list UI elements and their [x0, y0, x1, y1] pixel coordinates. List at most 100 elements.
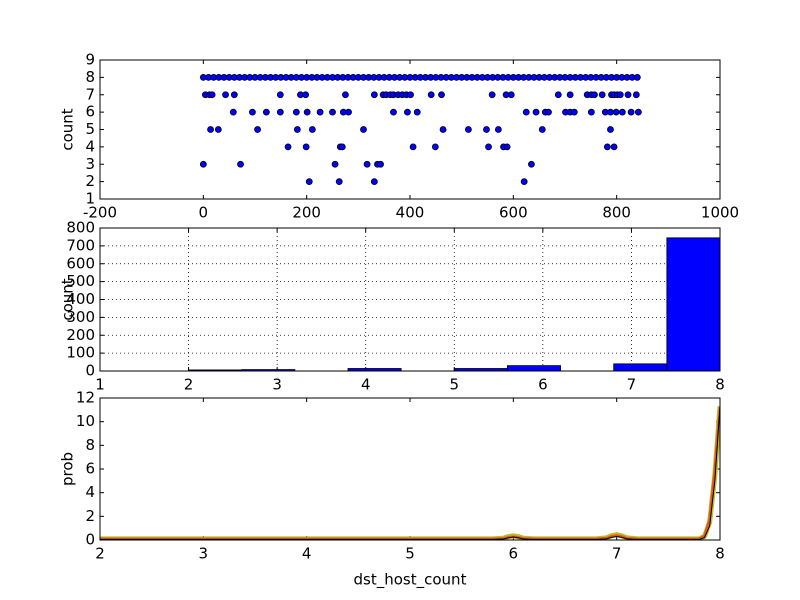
x-tick-label: 3 [199, 545, 209, 563]
point [342, 91, 349, 99]
y-tick-label: 100 [66, 344, 95, 362]
x-tick-label: 400 [396, 204, 425, 222]
x-tick-label: 0 [199, 204, 209, 222]
marks [188, 237, 720, 371]
point [390, 108, 397, 116]
y-tick-label: 800 [66, 219, 95, 237]
point [214, 126, 222, 133]
point [607, 126, 614, 133]
y-tick-label: 400 [66, 290, 95, 308]
point [404, 108, 411, 116]
bar [613, 363, 668, 371]
point [363, 160, 371, 168]
point [207, 126, 214, 133]
x-tick-label: 5 [450, 376, 460, 394]
y-tick-label: 600 [66, 254, 95, 272]
point [612, 108, 620, 116]
point [199, 160, 207, 168]
y-tick-label: 4 [85, 137, 95, 155]
point [464, 126, 472, 133]
y-tick-label: 8 [85, 436, 95, 454]
point [528, 160, 535, 168]
point [360, 126, 367, 133]
point [431, 143, 439, 151]
point [438, 91, 445, 99]
x-axis-label: dst_host_count [354, 571, 467, 590]
y-tick-label: 12 [76, 389, 95, 407]
point [427, 91, 435, 99]
x-tick-label: 8 [715, 545, 725, 563]
x-tick-label: 4 [302, 545, 312, 563]
point [302, 143, 310, 151]
y-tick-label: 300 [66, 308, 95, 326]
point [370, 178, 378, 186]
y-tick-label: 0 [85, 362, 95, 380]
point [616, 91, 624, 99]
point [230, 91, 238, 99]
bar [507, 365, 561, 371]
x-tick-label: 1000 [701, 204, 739, 222]
point [538, 126, 546, 133]
x-tick-label: 600 [499, 204, 528, 222]
y-axis-label: count [59, 278, 77, 320]
y-tick-label: 200 [66, 326, 95, 344]
point [607, 108, 614, 116]
plot-area [100, 398, 720, 540]
point [634, 108, 642, 116]
x-tick-label: 6 [509, 545, 519, 563]
plot-area [100, 60, 720, 199]
y-tick-label: 2 [85, 172, 95, 190]
y-axis-label: count [59, 108, 77, 150]
point [237, 160, 244, 168]
point [503, 143, 511, 151]
point [229, 108, 237, 116]
point [624, 91, 632, 99]
point [522, 108, 530, 116]
y-tick-label: 6 [85, 103, 95, 121]
y-tick-label: 10 [76, 412, 95, 430]
point [345, 108, 352, 116]
point [566, 91, 574, 99]
x-tick-label: 7 [627, 376, 637, 394]
point [409, 143, 417, 151]
point [305, 178, 313, 186]
marks [199, 73, 642, 186]
y-tick-label: 6 [85, 460, 95, 478]
point [262, 108, 270, 116]
point [603, 143, 611, 151]
point [520, 178, 528, 186]
point [439, 126, 447, 133]
y-tick-label: 4 [85, 483, 95, 501]
y-tick-label: 2 [85, 507, 95, 525]
point [276, 108, 284, 116]
point [632, 91, 640, 99]
y-tick-label: 9 [85, 51, 95, 69]
point [276, 91, 284, 99]
point [413, 108, 421, 116]
point [485, 143, 492, 151]
point [303, 108, 311, 116]
y-tick-label: 0 [85, 531, 95, 549]
point [302, 91, 310, 99]
point [338, 143, 346, 151]
point [507, 91, 515, 99]
axes-frame [99, 59, 721, 200]
x-tick-label: 8 [715, 376, 725, 394]
point [293, 126, 301, 133]
point [532, 108, 540, 116]
point [222, 91, 229, 99]
point [308, 126, 316, 133]
point [618, 108, 626, 116]
bar [241, 369, 296, 371]
point [633, 73, 641, 81]
point [329, 108, 336, 116]
x-tick-label: 1 [95, 376, 105, 394]
point [292, 108, 300, 116]
point [598, 91, 606, 99]
point [591, 91, 598, 99]
y-tick-label: 8 [85, 68, 95, 86]
x-tick-label: 3 [272, 376, 282, 394]
point [316, 108, 324, 116]
